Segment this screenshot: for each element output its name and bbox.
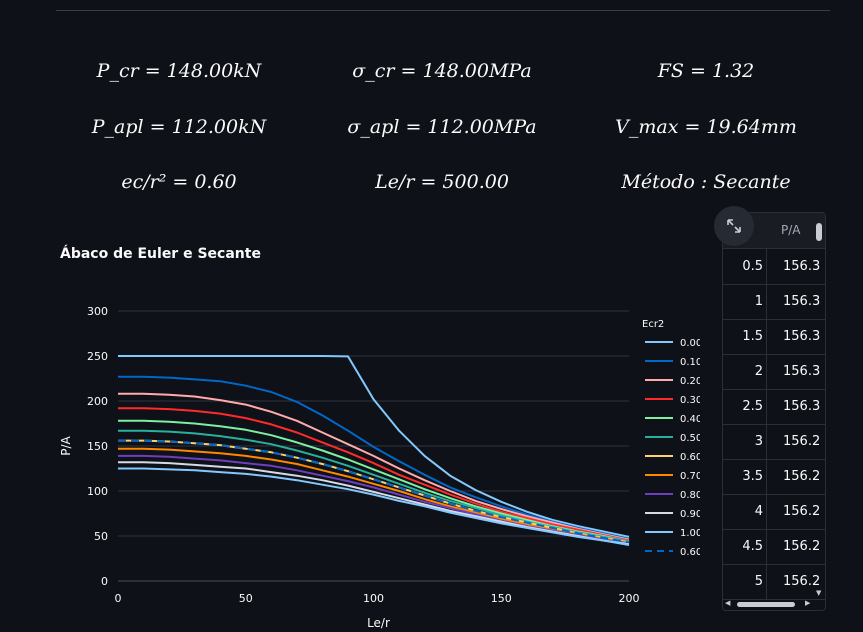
y-tick-label: 200 [87,395,108,408]
legend-title: Ecr2 [642,319,664,330]
x-tick-label: 200 [619,592,640,605]
table-row[interactable]: 3 156.2 [723,424,825,460]
table-row[interactable]: 1 156.3 [723,284,825,320]
metric-sigma-apl: σ_apl = 112.00MPa [347,116,537,138]
expand-table-button[interactable] [714,206,754,246]
y-tick-label: 300 [87,305,108,318]
legend-label-0: 0.00 [680,338,700,349]
data-table[interactable]: P/A 0.5 156.3 1 156.3 1.5 156.3 2 156.3 2.5 156.3… [722,212,826,611]
metric-fs: FS = 1.32 [657,60,755,82]
table-horizontal-scrollbar[interactable]: ◀ ▶ [723,599,815,609]
y-axis-title: P/A [59,435,73,455]
table-cell-pa[interactable]: 156.3 [783,364,821,379]
table-cell-pa[interactable]: 156.2 [783,434,821,449]
vertical-scroll-thumb[interactable] [816,223,822,241]
legend-label-9: 0.90 [680,509,700,520]
metric-metodo: Método : Secante [621,171,791,193]
legend-label-8: 0.80 [680,490,700,501]
table-row[interactable]: 3.5 156.2 [723,459,825,495]
x-tick-label: 150 [491,592,512,605]
table-cell-pa[interactable]: 156.2 [783,504,821,519]
table-row[interactable]: 0.5 156.3 [723,249,825,285]
euler-secant-chart: 0 50 100 150 200 250 300 0 50 100 150 200 Le/r P/A Ec… [59,305,700,630]
horizontal-scroll-thumb[interactable] [737,602,795,607]
series-line-2 [118,392,630,541]
legend-label-11: 0.60 [680,547,700,558]
y-tick-label: 150 [87,440,108,453]
metric-sigma-cr: σ_cr = 148.00MPa [352,60,532,82]
table-row[interactable]: 2.5 156.3 [723,389,825,425]
table-vertical-scrollbar[interactable] [816,223,822,601]
table-cell-index[interactable]: 4 [723,494,767,529]
series-line-0 [118,355,630,538]
expand-icon [727,219,741,233]
scroll-right-icon[interactable]: ▶ [805,599,811,607]
table-row[interactable]: 5 156.2 [723,564,825,600]
table-row[interactable]: 2 156.3 [723,354,825,390]
table-cell-index[interactable]: 3 [723,424,767,459]
table-cell-index[interactable]: 2.5 [723,389,767,424]
legend-label-7: 0.70 [680,471,700,482]
series-line-11 [118,439,630,544]
table-cell-index[interactable]: 5 [723,564,767,599]
metric-pcr: P_cr = 148.00kN [96,60,262,82]
x-tick-label: 100 [363,592,384,605]
table-cell-pa[interactable]: 156.3 [783,259,821,274]
table-row[interactable]: 4.5 156.2 [723,529,825,565]
legend-label-6: 0.60 [680,452,700,463]
series-line-7 [118,447,630,545]
scroll-down-icon[interactable]: ▼ [816,589,822,597]
table-cell-index[interactable]: 1.5 [723,319,767,354]
table-header-pa[interactable]: P/A [781,223,801,237]
metric-vmax: V_max = 19.64mm [615,116,797,138]
series-line-3 [118,407,630,542]
chart-title: Ábaco de Euler e Secante [60,246,261,262]
y-tick-label: 50 [94,530,108,543]
table-cell-pa[interactable]: 156.3 [783,294,821,309]
table-cell-index[interactable]: 3.5 [723,459,767,494]
legend-label-1: 0.10 [680,357,700,368]
table-cell-index[interactable]: 0.5 [723,249,767,284]
legend-label-2: 0.20 [680,376,700,387]
table-cell-pa[interactable]: 156.2 [783,539,821,554]
table-cell-index[interactable]: 4.5 [723,529,767,564]
y-tick-label: 250 [87,350,108,363]
metric-le-r: Le/r = 500.00 [375,171,509,193]
series-line-4 [118,419,630,543]
table-cell-pa[interactable]: 156.2 [783,574,821,589]
table-cell-index[interactable]: 1 [723,284,767,319]
top-divider [56,10,830,11]
legend-label-5: 0.50 [680,433,700,444]
x-axis-title: Le/r [367,616,390,630]
legend-label-3: 0.30 [680,395,700,406]
x-tick-label: 0 [115,592,122,605]
metric-ecr2: ec/r² = 0.60 [121,171,237,193]
x-tick-label: 50 [239,592,253,605]
y-tick-label: 100 [87,485,108,498]
table-cell-pa[interactable]: 156.3 [783,399,821,414]
metric-papl: P_apl = 112.00kN [91,116,267,138]
table-cell-pa[interactable]: 156.3 [783,329,821,344]
y-tick-label: 0 [101,575,108,588]
table-cell-index[interactable]: 2 [723,354,767,389]
series-line-1 [118,375,630,540]
table-cell-pa[interactable]: 156.2 [783,469,821,484]
table-row[interactable]: 4 156.2 [723,494,825,530]
legend-label-4: 0.40 [680,414,700,425]
series-line-10 [118,467,630,546]
legend-label-10: 1.00 [680,528,700,539]
scroll-left-icon[interactable]: ◀ [725,599,731,607]
table-row[interactable]: 1.5 156.3 [723,319,825,355]
